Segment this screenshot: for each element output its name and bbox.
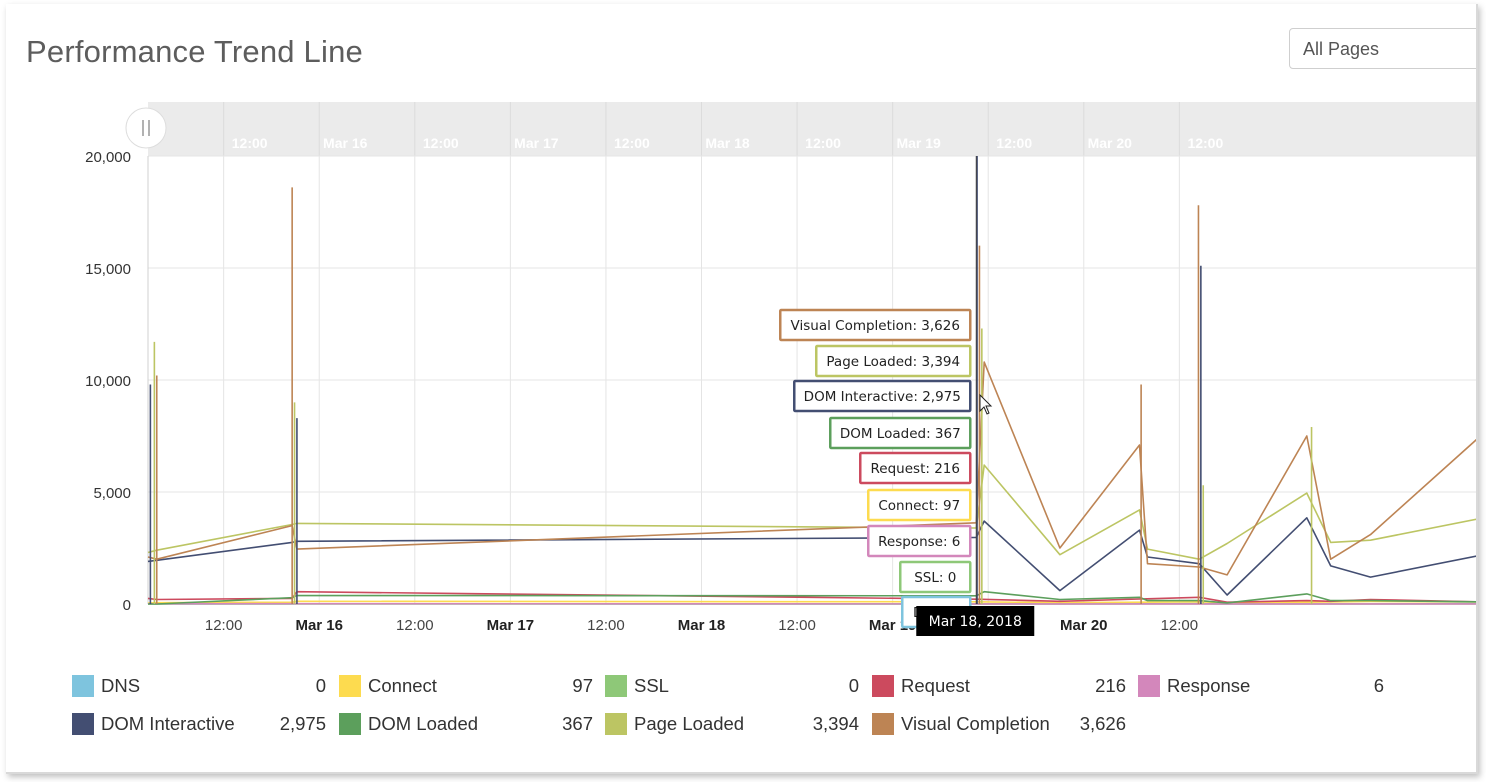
y-tick-label: 20,000 bbox=[85, 149, 131, 166]
legend-item-dom-interactive[interactable]: DOM Interactive 2,975 bbox=[72, 710, 326, 738]
series-line-visual-completion bbox=[147, 361, 1476, 576]
legend-item-response[interactable]: Response 6 bbox=[1138, 672, 1384, 700]
navigator-tick-label: Mar 16 bbox=[323, 135, 368, 151]
y-tick-label: 0 bbox=[123, 597, 131, 614]
legend-label: Response bbox=[1167, 675, 1251, 696]
legend-swatch bbox=[72, 713, 94, 735]
legend-value: 2,975 bbox=[279, 713, 326, 734]
legend-label: SSL bbox=[634, 675, 669, 696]
legend-value: 0 bbox=[848, 675, 859, 696]
legend-label: DOM Loaded bbox=[368, 713, 479, 734]
navigator-background bbox=[148, 102, 1476, 156]
legend-value: 3,394 bbox=[812, 713, 859, 734]
navigator-tick-label: 12:00 bbox=[1187, 135, 1223, 151]
legend-item-ssl[interactable]: SSL 0 bbox=[605, 672, 859, 700]
x-tick-label: 12:00 bbox=[778, 617, 816, 634]
legend-value: 0 bbox=[315, 675, 326, 696]
legend-swatch bbox=[605, 675, 627, 697]
trend-chart: 12:00 12:00 Mar 16 Mar 16 12:00 12:00 Mar 17 Ma… bbox=[85, 102, 1476, 636]
x-tick-label: 12:00 bbox=[205, 617, 243, 634]
hover-date-flag bbox=[916, 606, 1035, 636]
hover-label-box bbox=[793, 379, 972, 413]
legend-label: DOM Interactive bbox=[101, 713, 235, 734]
hover-label-dom-loaded: DOM Loaded: 367 bbox=[840, 426, 961, 442]
series-line-connect bbox=[147, 600, 1476, 604]
series-line-page-loaded bbox=[147, 464, 1476, 561]
hover-label-response: Response: 6 bbox=[878, 534, 960, 550]
legend-value: 97 bbox=[572, 675, 593, 696]
hover-label-ssl: SSL: 0 bbox=[914, 570, 956, 586]
legend-swatch bbox=[339, 713, 361, 735]
legend-value: 216 bbox=[1095, 675, 1126, 696]
legend-item-connect[interactable]: Connect 97 bbox=[339, 672, 593, 700]
navigator-tick-label: Mar 17 bbox=[514, 135, 559, 151]
series-line-dom-interactive bbox=[147, 516, 1476, 596]
legend-swatch bbox=[605, 713, 627, 735]
x-tick-label: Mar 18 bbox=[678, 617, 726, 634]
hover-label-box bbox=[859, 451, 972, 485]
legend-item-page-loaded[interactable]: Page Loaded 3,394 bbox=[605, 710, 859, 738]
x-tick-label: 12:00 bbox=[396, 617, 434, 634]
legend-swatch bbox=[872, 675, 894, 697]
hover-label-box bbox=[829, 416, 972, 450]
legend-swatch bbox=[1138, 675, 1160, 697]
legend-item-dom-loaded[interactable]: DOM Loaded 367 bbox=[339, 710, 593, 738]
legend-label: Visual Completion bbox=[901, 713, 1050, 734]
legend-item-dns[interactable]: DNS 0 bbox=[72, 672, 326, 700]
navigator-tick-label: 12:00 bbox=[996, 135, 1032, 151]
navigator-tick-label: 12:00 bbox=[805, 135, 841, 151]
navigator-tick-label: 12:00 bbox=[423, 135, 459, 151]
y-tick-label: 5,000 bbox=[93, 485, 131, 502]
performance-panel: Performance Trend Line All Pages 12:00 12… bbox=[6, 4, 1478, 774]
hover-label-box bbox=[867, 524, 972, 558]
x-tick-label: 12:00 bbox=[1161, 617, 1199, 634]
page-title: Performance Trend Line bbox=[26, 34, 363, 69]
legend-item-visual-completion[interactable]: Visual Completion 3,626 bbox=[872, 710, 1126, 738]
legend-swatch bbox=[872, 713, 894, 735]
y-tick-label: 10,000 bbox=[85, 373, 131, 390]
legend-swatch bbox=[72, 675, 94, 697]
legend-item-request[interactable]: Request 216 bbox=[872, 672, 1126, 700]
legend-value: 367 bbox=[562, 713, 593, 734]
legend-label: Connect bbox=[368, 675, 437, 696]
x-tick-label: Mar 20 bbox=[1060, 617, 1108, 634]
navigator-handle[interactable] bbox=[125, 107, 167, 149]
legend-label: Request bbox=[901, 675, 970, 696]
legend-value: 3,626 bbox=[1079, 713, 1126, 734]
y-tick-label: 15,000 bbox=[85, 261, 131, 278]
chart-legend: DNS 0 Connect 97 SSL 0 Request 216 Response 6 DOM … bbox=[72, 672, 1402, 752]
legend-swatch bbox=[339, 675, 361, 697]
legend-value: 6 bbox=[1373, 675, 1384, 696]
hover-label-dom-interactive: DOM Interactive: 2,975 bbox=[804, 389, 961, 405]
hover-label-box bbox=[779, 308, 972, 342]
navigator-tick-label: Mar 18 bbox=[705, 135, 750, 151]
hover-date-label: Mar 18, 2018 bbox=[929, 614, 1022, 630]
navigator-tick-label: 12:00 bbox=[232, 135, 268, 151]
hover-label-connect: Connect: 97 bbox=[878, 498, 960, 514]
hover-label-visual-completion: Visual Completion: 3,626 bbox=[791, 318, 960, 334]
page-filter-dropdown[interactable]: All Pages bbox=[1289, 28, 1476, 69]
mouse-cursor-icon bbox=[979, 393, 993, 415]
navigator-tick-label: Mar 19 bbox=[896, 135, 941, 151]
hover-label-request: Request: 216 bbox=[871, 461, 960, 477]
navigator-tick-label: Mar 20 bbox=[1088, 135, 1133, 151]
series-line-dom-loaded bbox=[148, 590, 1476, 605]
x-tick-label: Mar 17 bbox=[487, 617, 535, 634]
hover-label-box bbox=[867, 488, 972, 522]
x-tick-label: Mar 16 bbox=[295, 617, 343, 634]
navigator-tick-label: 12:00 bbox=[614, 135, 650, 151]
x-tick-label: 12:00 bbox=[587, 617, 625, 634]
legend-label: Page Loaded bbox=[634, 713, 745, 734]
hover-label-page-loaded: Page Loaded: 3,394 bbox=[826, 354, 960, 370]
hover-label-box bbox=[899, 560, 972, 594]
hover-label-box bbox=[815, 344, 972, 378]
legend-label: DNS bbox=[101, 675, 141, 696]
